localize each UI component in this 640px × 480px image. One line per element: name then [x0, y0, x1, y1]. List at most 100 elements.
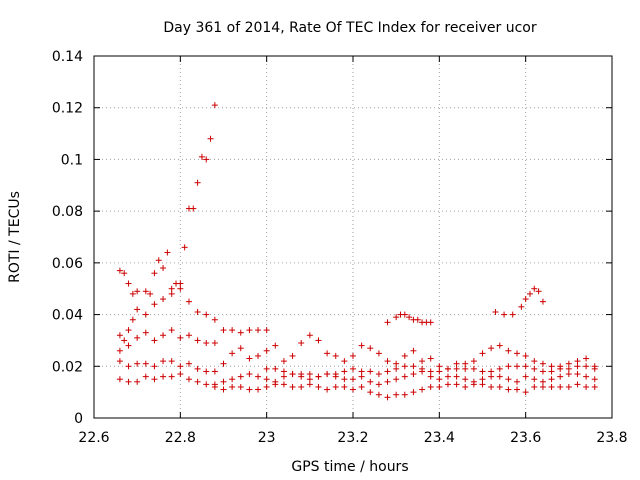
data-point: [177, 371, 184, 378]
data-point: [164, 249, 171, 256]
data-point: [280, 358, 287, 365]
data-point: [263, 327, 270, 334]
data-point: [479, 350, 486, 357]
data-point: [350, 376, 356, 383]
data-point: [565, 365, 572, 372]
data-point: [531, 358, 538, 365]
data-point: [496, 342, 503, 349]
data-point: [246, 371, 253, 378]
data-point: [401, 373, 408, 380]
data-point: [535, 288, 542, 295]
data-point: [185, 376, 192, 383]
y-tick-label: 0.06: [52, 256, 83, 272]
data-point: [419, 386, 426, 393]
data-point: [168, 373, 175, 380]
data-point: [436, 363, 443, 370]
data-point: [203, 340, 210, 347]
data-point: [280, 373, 287, 380]
data-point: [246, 327, 253, 334]
data-point: [177, 334, 184, 341]
data-point: [324, 386, 331, 393]
data-point: [168, 285, 175, 292]
data-point: [514, 378, 521, 385]
y-tick-label: 0.04: [52, 308, 83, 324]
data-point: [514, 363, 521, 370]
y-tick-label: 0.08: [52, 204, 83, 220]
data-point: [488, 383, 495, 390]
data-point: [289, 352, 296, 359]
data-point: [384, 394, 391, 401]
data-point: [332, 352, 339, 359]
data-point: [151, 376, 158, 383]
data-point: [492, 308, 499, 315]
data-point: [350, 365, 356, 372]
data-point: [375, 371, 382, 378]
data-point: [505, 363, 512, 370]
data-point: [367, 389, 374, 396]
data-point: [522, 352, 529, 359]
data-point: [401, 311, 408, 318]
data-point: [194, 308, 201, 315]
data-point: [341, 358, 348, 365]
data-point: [462, 360, 469, 367]
data-point: [462, 383, 469, 390]
data-point: [436, 383, 443, 390]
data-point: [453, 360, 460, 367]
data-point: [134, 288, 141, 295]
data-point: [453, 365, 460, 372]
data-point: [237, 329, 244, 336]
x-tick-label: 23.8: [596, 430, 627, 446]
data-points: [116, 102, 598, 401]
x-tick-label: 23.4: [424, 430, 455, 446]
data-point: [410, 363, 417, 370]
data-point: [367, 345, 374, 352]
data-point: [306, 332, 313, 339]
data-point: [539, 383, 546, 390]
data-point: [220, 360, 227, 367]
data-point: [160, 332, 167, 339]
x-tick-label: 22.6: [78, 430, 109, 446]
data-point: [496, 365, 503, 372]
data-point: [436, 368, 443, 375]
data-point: [129, 316, 136, 323]
data-point: [185, 298, 192, 305]
data-point: [419, 358, 426, 365]
data-point: [125, 327, 132, 334]
data-point: [306, 376, 313, 383]
data-point: [168, 290, 175, 297]
data-point: [583, 363, 590, 370]
data-point: [229, 376, 236, 383]
y-tick-label: 0.14: [52, 49, 83, 65]
data-point: [565, 371, 572, 378]
data-point: [147, 290, 154, 297]
data-point: [393, 391, 400, 398]
data-point: [531, 365, 538, 372]
data-point: [280, 381, 287, 388]
data-point: [505, 376, 512, 383]
data-point: [565, 383, 572, 390]
data-point: [462, 365, 469, 372]
data-point: [393, 365, 400, 372]
data-point: [306, 371, 313, 378]
data-point: [155, 257, 162, 264]
data-point: [207, 135, 214, 142]
data-point: [237, 373, 244, 380]
data-point: [151, 270, 158, 277]
data-point: [479, 368, 486, 375]
data-point: [203, 368, 210, 375]
data-point: [160, 373, 167, 380]
data-point: [358, 368, 365, 375]
data-point: [341, 383, 348, 390]
data-point: [237, 345, 244, 352]
data-point: [289, 383, 296, 390]
data-point: [470, 358, 477, 365]
data-point: [384, 368, 391, 375]
data-point: [488, 373, 495, 380]
data-point: [522, 363, 529, 370]
data-point: [151, 337, 158, 344]
data-point: [505, 347, 512, 354]
data-point: [479, 376, 486, 383]
data-point: [142, 360, 149, 367]
data-point: [557, 373, 564, 380]
